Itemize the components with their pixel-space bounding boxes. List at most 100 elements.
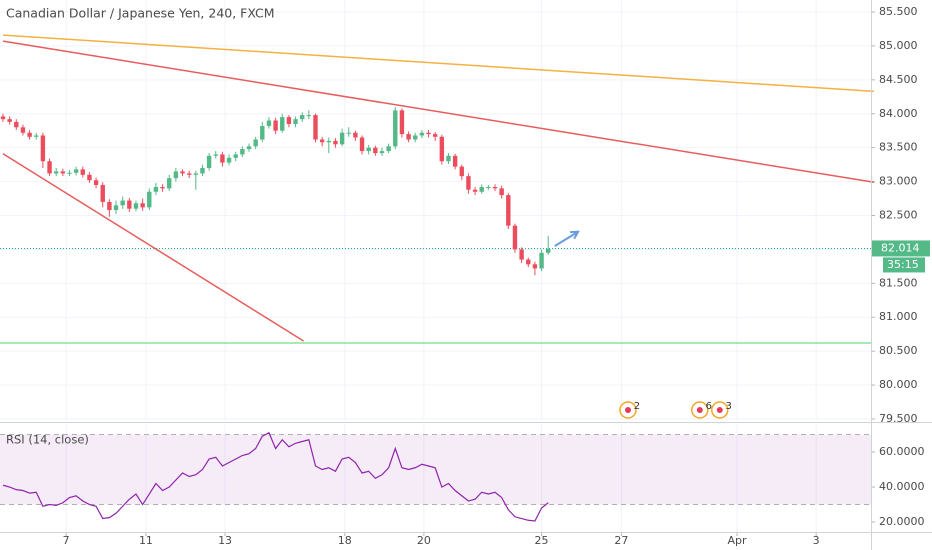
candle-body <box>326 140 331 143</box>
candle-body <box>486 187 491 189</box>
candle-body <box>386 146 391 152</box>
y-tick-label: 81.000 <box>879 310 918 323</box>
candle-body <box>173 171 179 179</box>
candle-body <box>220 154 225 163</box>
candle-body <box>406 134 411 140</box>
candle-body <box>346 132 351 134</box>
candle-body <box>446 155 451 162</box>
candle-body <box>293 119 298 124</box>
rsi-tick-label: 60.0000 <box>879 445 925 458</box>
candle-body <box>113 205 119 211</box>
candle-body <box>319 139 325 143</box>
candle-body <box>306 115 312 117</box>
x-tick-label: Apr <box>728 534 748 547</box>
arrow-head <box>570 230 580 240</box>
y-tick-label: 85.500 <box>879 5 918 18</box>
y-tick-label: 82.500 <box>879 208 918 221</box>
candle-body <box>526 259 531 265</box>
candle-body <box>107 201 112 211</box>
event-dot <box>696 407 703 413</box>
arrow <box>554 230 579 247</box>
candle-body <box>472 189 478 192</box>
candle-body <box>53 171 59 174</box>
y-tick-label: 84.500 <box>879 73 918 86</box>
candle-body <box>466 176 471 190</box>
trend-line <box>2 153 304 342</box>
candle-body <box>253 139 258 147</box>
y-tick-label: 80.000 <box>879 378 918 391</box>
last-price-label: 82.014 <box>881 241 920 254</box>
candle-body <box>20 127 26 133</box>
y-tick-label: 81.500 <box>879 276 918 289</box>
candle-body <box>233 154 238 158</box>
event-label: 2 <box>634 401 640 412</box>
candle-body <box>7 119 12 122</box>
rsi-line <box>2 431 549 522</box>
candle-body <box>160 187 165 189</box>
candle-body <box>479 187 484 192</box>
countdown-label: 35:15 <box>887 258 919 271</box>
candle-body <box>299 115 305 120</box>
candle-body <box>80 169 85 175</box>
last-price-tag <box>872 240 930 257</box>
rsi-title: RSI (14, close) <box>6 433 89 447</box>
candle-body <box>419 132 425 136</box>
candle-body <box>127 200 132 209</box>
candle-body <box>213 154 218 156</box>
candle-body <box>546 248 551 253</box>
candle-body <box>27 132 32 137</box>
candle-body <box>193 173 199 175</box>
event-label: 6 <box>706 401 712 412</box>
candle-body <box>373 147 378 154</box>
x-tick-label: 18 <box>338 534 352 547</box>
candle-body <box>459 166 464 177</box>
candle-body <box>413 135 418 140</box>
candle-body <box>366 147 371 152</box>
candle-body <box>512 225 518 250</box>
candle-body <box>519 249 524 260</box>
y-tick-label: 83.000 <box>879 175 918 188</box>
candle-body <box>200 168 205 174</box>
candle-body <box>260 125 265 140</box>
countdown-tag <box>883 257 925 273</box>
candle-body <box>280 117 285 131</box>
trend-line <box>2 40 875 183</box>
x-tick-label: 13 <box>218 534 232 547</box>
event-label: 3 <box>726 401 732 412</box>
rsi-tick-label: 20.0000 <box>879 515 925 528</box>
candle-body <box>539 252 544 269</box>
x-tick-label: 7 <box>63 534 70 547</box>
candle-body <box>333 140 338 145</box>
candle-body <box>432 134 438 137</box>
trend-line <box>2 34 875 93</box>
candle-body <box>47 161 52 174</box>
candle-body <box>34 135 39 137</box>
candle-body <box>266 120 272 126</box>
x-tick-label: 25 <box>535 534 549 547</box>
candle-body <box>286 117 292 124</box>
candle-body <box>492 187 498 189</box>
y-tick-label: 80.500 <box>879 344 918 357</box>
candle-body <box>439 136 445 162</box>
candle-body <box>273 120 278 131</box>
x-tick-label: 3 <box>813 534 820 547</box>
chart-title: Canadian Dollar / Japanese Yen, 240, FXC… <box>6 6 275 21</box>
candle-body <box>40 135 46 162</box>
candle-body <box>399 110 405 135</box>
candle-body <box>379 151 385 154</box>
candle-body <box>393 110 398 147</box>
candle-body <box>87 174 92 181</box>
y-tick-label: 85.000 <box>879 39 918 52</box>
candle-body <box>353 132 358 138</box>
x-tick-label: 11 <box>139 534 153 547</box>
y-tick-label: 84.000 <box>879 107 918 120</box>
candle-body <box>14 121 19 128</box>
candle-body <box>506 195 511 226</box>
candle-body <box>60 171 66 174</box>
candle-body <box>313 115 318 140</box>
y-tick-label: 79.500 <box>879 412 918 425</box>
x-tick-label: 20 <box>417 534 431 547</box>
candle-body <box>426 132 431 135</box>
candle-body <box>93 180 99 185</box>
